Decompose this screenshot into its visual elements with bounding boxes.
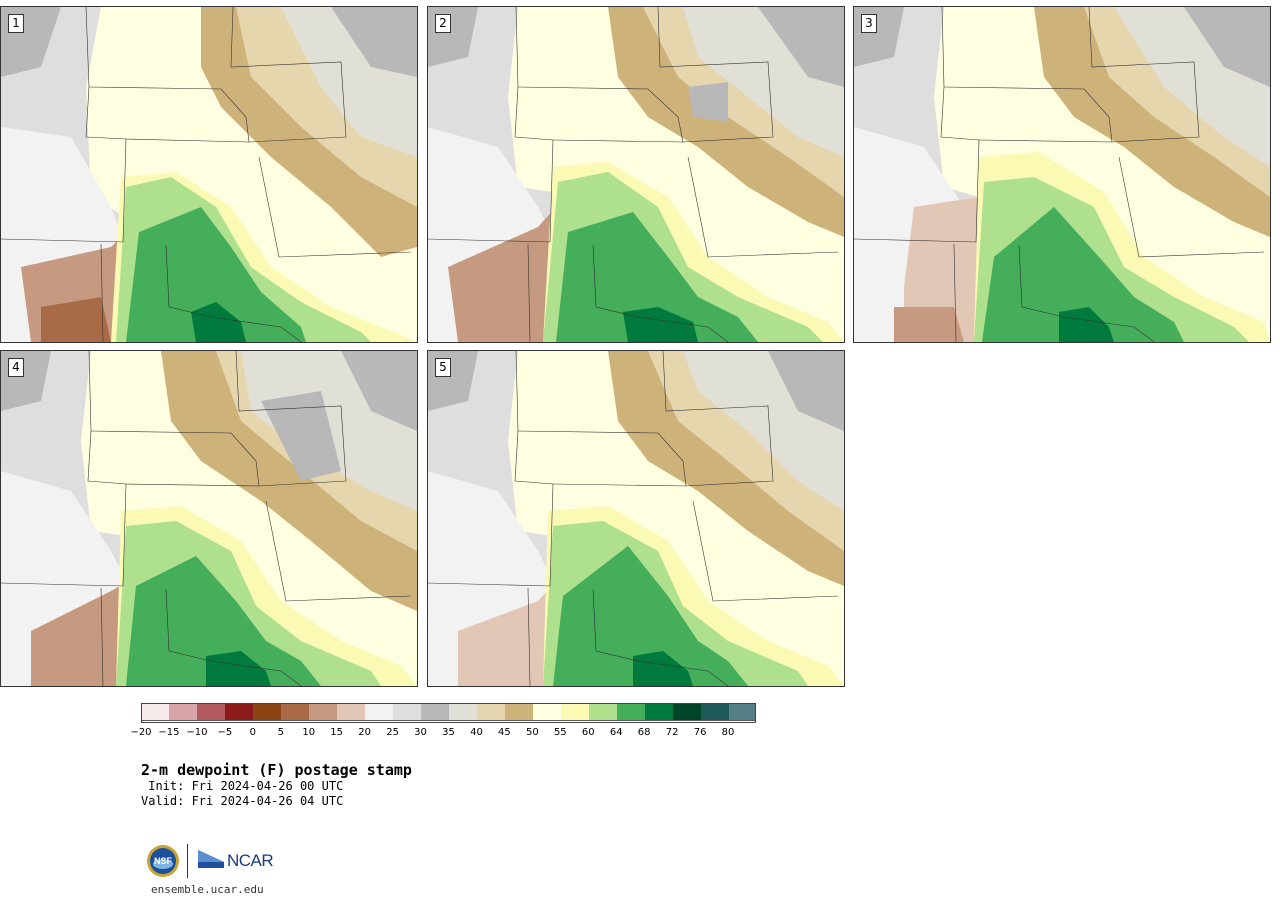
colorbar: [141, 703, 757, 723]
dewpoint-map-1: [1, 7, 417, 342]
colorbar-tick-label: 35: [442, 727, 455, 738]
init-time: Init: Fri 2024-04-26 00 UTC: [141, 779, 344, 793]
map-panel-3: 3: [853, 6, 1271, 343]
colorbar-tick-label: 10: [302, 727, 316, 738]
colorbar-tick-label: −10: [186, 727, 208, 738]
colorbar-swatch: [476, 703, 505, 721]
colorbar-tick-label: 40: [470, 727, 483, 738]
panel-number: 4: [8, 358, 24, 377]
panel-number: 1: [8, 14, 24, 33]
colorbar-tick-label: 30: [414, 727, 427, 738]
nsf-logo-text: NSF: [154, 856, 173, 866]
panel-number: 5: [435, 358, 451, 377]
colorbar-tick-label: −20: [130, 727, 152, 738]
colorbar-tick-label: 55: [553, 727, 567, 738]
colorbar-tick-label: −5: [217, 727, 233, 738]
colorbar-swatch: [364, 703, 394, 721]
logo-divider: [187, 844, 188, 878]
colorbar-swatch: [308, 703, 338, 721]
colorbar-tick-label: 50: [525, 727, 539, 738]
colorbar-tick-label: 76: [693, 727, 707, 738]
map-panel-5: 5: [427, 350, 845, 687]
plot-title: 2-m dewpoint (F) postage stamp: [141, 761, 412, 779]
colorbar-tick-label: 20: [358, 727, 371, 738]
colorbar-swatch: [588, 703, 617, 721]
colorbar-tick-label: 80: [721, 727, 735, 738]
colorbar-swatch: [728, 703, 757, 721]
colorbar-tick-label: 25: [386, 727, 399, 738]
colorbar-swatch: [280, 703, 310, 721]
colorbar-tick-label: 60: [581, 727, 595, 738]
colorbar-tick-label: 15: [330, 727, 344, 738]
colorbar-swatch: [224, 703, 254, 721]
colorbar-swatch: [504, 703, 533, 721]
colorbar-swatch: [644, 703, 673, 721]
colorbar-swatch: [252, 703, 282, 721]
colorbar-swatch: [672, 703, 701, 721]
dewpoint-map-5: [428, 351, 844, 686]
map-panel-1: 1: [0, 6, 418, 343]
colorbar-tick-label: 5: [277, 727, 284, 738]
colorbar-swatch: [532, 703, 561, 721]
colorbar-swatch: [700, 703, 729, 721]
dewpoint-map-4: [1, 351, 417, 686]
colorbar-tick-label: 68: [637, 727, 651, 738]
valid-time: Valid: Fri 2024-04-26 04 UTC: [141, 794, 344, 808]
colorbar-tick-label: 64: [609, 727, 623, 738]
colorbar-swatch: [616, 703, 645, 721]
map-panel-2: 2: [427, 6, 845, 343]
site-url: ensemble.ucar.edu: [151, 883, 264, 896]
panel-number: 3: [861, 14, 877, 33]
colorbar-swatch: [420, 703, 449, 721]
dewpoint-map-2: [428, 7, 844, 342]
dewpoint-map-3: [854, 7, 1270, 342]
nsf-logo: NSF: [147, 845, 179, 877]
colorbar-tick-label: 72: [665, 727, 679, 738]
colorbar-swatch: [336, 703, 366, 721]
panel-number: 2: [435, 14, 451, 33]
ncar-logo: [198, 850, 224, 868]
colorbar-swatch: [168, 703, 198, 721]
colorbar-tick-label: −15: [158, 727, 180, 738]
colorbar-tick-label: 0: [249, 727, 256, 738]
colorbar-swatch: [560, 703, 589, 721]
colorbar-swatch: [141, 703, 170, 721]
colorbar-tick-label: 45: [498, 727, 511, 738]
map-panel-4: 4: [0, 350, 418, 687]
colorbar-swatch: [448, 703, 477, 721]
ncar-logo-text: NCAR: [227, 851, 274, 870]
colorbar-swatch: [196, 703, 226, 721]
colorbar-swatch: [392, 703, 422, 721]
